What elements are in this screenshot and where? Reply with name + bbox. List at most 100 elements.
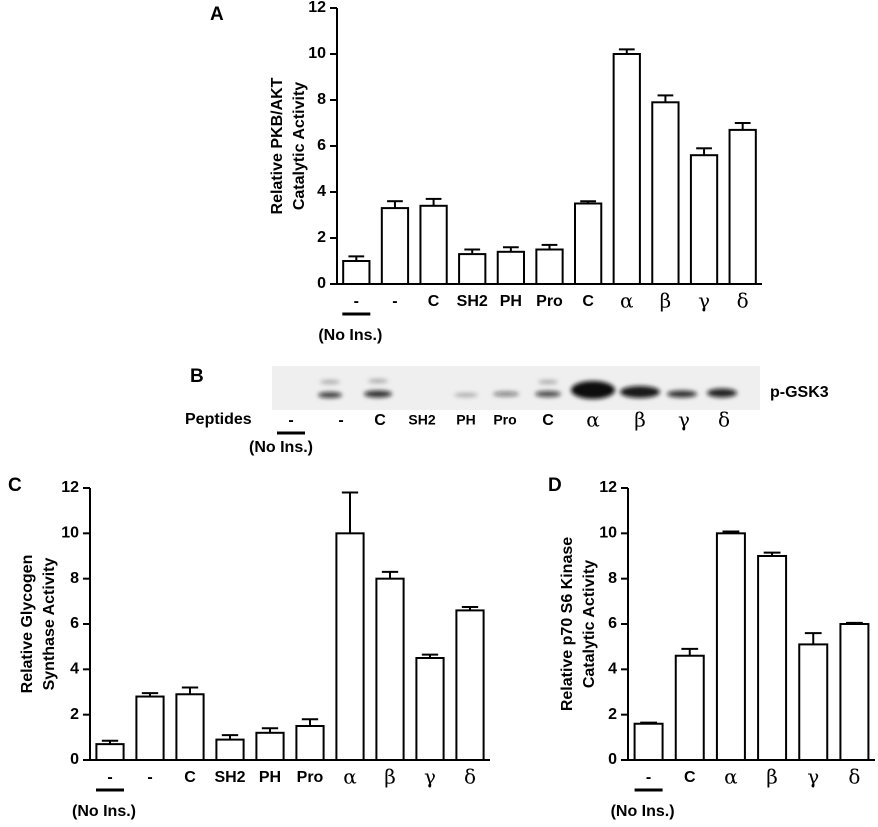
annotation: (No Ins.) <box>249 439 313 456</box>
bar <box>612 53 641 285</box>
bar <box>135 695 165 761</box>
y-tick-label: 4 <box>70 661 79 678</box>
band <box>318 392 342 398</box>
y-tick-label: 6 <box>608 615 617 632</box>
bar <box>255 731 285 761</box>
x-tick-label: - <box>646 769 651 786</box>
x-tick-label: - <box>147 769 152 786</box>
y-axis-label: Relative p70 S6 Kinase <box>559 537 576 711</box>
x-tick-label: β <box>660 289 672 313</box>
x-tick-label: δ <box>737 289 749 313</box>
bar <box>458 253 487 286</box>
bar <box>95 743 125 762</box>
y-tick-label: 8 <box>608 570 617 587</box>
bar <box>380 207 410 286</box>
blot-image <box>272 366 760 410</box>
y-axis-label: Catalytic Activity <box>291 82 308 210</box>
bar <box>633 722 664 762</box>
band <box>493 391 519 397</box>
band <box>667 390 697 398</box>
lane-label: α <box>586 408 600 432</box>
bar <box>455 609 485 762</box>
bar <box>335 532 365 761</box>
bar <box>715 532 746 761</box>
bar <box>496 250 525 286</box>
y-tick-label: 10 <box>61 525 79 542</box>
y-tick-label: 12 <box>61 479 79 496</box>
y-tick-label: 6 <box>317 137 326 154</box>
x-tick-label: - <box>392 293 397 310</box>
lane-label: - <box>338 412 343 429</box>
x-tick-label: C <box>184 769 196 786</box>
bar <box>342 260 371 285</box>
bar <box>728 128 757 285</box>
x-tick-label: α <box>724 765 738 789</box>
annotation: (No Ins.) <box>611 803 675 820</box>
lane-label: C <box>374 412 386 429</box>
lane-label: β <box>634 408 646 432</box>
band <box>364 390 392 398</box>
x-tick-label: C <box>428 293 440 310</box>
x-tick-label: Pro <box>297 769 324 786</box>
bar <box>757 555 788 761</box>
y-axis-label: Relative Glycogen <box>19 555 36 694</box>
y-tick-label: 4 <box>608 661 617 678</box>
lane-label: SH2 <box>408 412 435 428</box>
x-tick-label: PH <box>500 293 522 310</box>
panel-label: C <box>8 475 22 496</box>
x-tick-label: C <box>684 769 696 786</box>
bar <box>674 654 705 762</box>
band <box>620 386 660 398</box>
x-tick-label: β <box>766 765 778 789</box>
band <box>368 379 388 383</box>
x-tick-label: δ <box>464 765 476 789</box>
blot-background <box>272 366 760 410</box>
bar <box>295 725 325 761</box>
panel-label: A <box>210 4 224 25</box>
y-tick-label: 0 <box>608 751 617 768</box>
x-tick-label: β <box>384 765 396 789</box>
bar <box>651 101 680 285</box>
bar <box>689 154 719 285</box>
band <box>320 380 340 384</box>
y-tick-label: 10 <box>599 525 617 542</box>
band <box>571 381 615 399</box>
lane-label: PH <box>456 412 475 428</box>
bar <box>798 643 829 762</box>
panel-label: D <box>548 475 562 496</box>
y-tick-label: 2 <box>70 706 79 723</box>
bar <box>175 693 205 761</box>
annotation: (No Ins.) <box>72 803 136 820</box>
y-tick-label: 2 <box>317 229 326 246</box>
panel-label: B <box>190 366 204 387</box>
bar <box>375 577 405 762</box>
x-tick-label: α <box>343 765 357 789</box>
y-tick-label: 0 <box>317 275 326 292</box>
y-axis-label: Synthase Activity <box>41 558 58 691</box>
bar <box>215 738 245 761</box>
band-label: p-GSK3 <box>770 384 829 401</box>
y-tick-label: 2 <box>608 706 617 723</box>
x-tick-label: α <box>620 289 634 313</box>
x-tick-label: δ <box>848 765 860 789</box>
bar <box>839 623 870 761</box>
lane-label: - <box>288 412 293 429</box>
bar <box>415 657 445 761</box>
band <box>538 380 558 384</box>
lane-label: δ <box>718 408 730 432</box>
x-tick-label: γ <box>807 765 819 789</box>
bar <box>535 248 564 285</box>
y-tick-label: 8 <box>70 570 79 587</box>
x-tick-label: - <box>354 293 359 310</box>
x-tick-label: Pro <box>536 293 563 310</box>
bar <box>574 202 603 285</box>
y-axis-label: Relative PKB/AKT <box>269 77 286 214</box>
y-tick-label: 12 <box>308 0 326 16</box>
band <box>707 388 737 398</box>
x-tick-label: C <box>582 293 594 310</box>
y-axis-label: Catalytic Activity <box>581 560 598 688</box>
x-tick-label: SH2 <box>214 769 245 786</box>
x-tick-label: γ <box>698 289 710 313</box>
row-label: Peptides <box>185 411 252 428</box>
